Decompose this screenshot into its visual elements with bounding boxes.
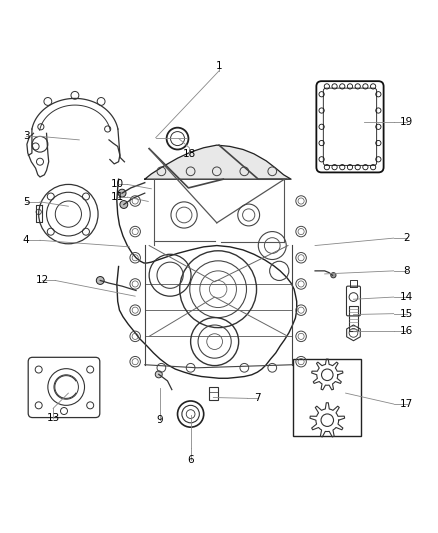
Text: 15: 15 xyxy=(400,309,413,319)
Text: 7: 7 xyxy=(254,393,261,403)
Text: 19: 19 xyxy=(400,117,413,126)
Text: 12: 12 xyxy=(35,276,49,286)
Circle shape xyxy=(96,277,104,285)
Circle shape xyxy=(118,189,126,197)
Text: 5: 5 xyxy=(23,197,29,207)
Circle shape xyxy=(331,272,336,278)
Text: 16: 16 xyxy=(400,326,413,336)
Text: 6: 6 xyxy=(187,455,194,465)
Circle shape xyxy=(120,200,128,208)
Text: 13: 13 xyxy=(46,414,60,423)
Text: 10: 10 xyxy=(111,180,124,189)
Bar xyxy=(209,387,218,400)
Text: 14: 14 xyxy=(400,292,413,302)
Bar xyxy=(349,306,358,330)
Text: 4: 4 xyxy=(23,235,29,245)
Text: 17: 17 xyxy=(400,399,413,409)
Text: 11: 11 xyxy=(111,192,124,202)
Text: 2: 2 xyxy=(403,233,410,243)
Polygon shape xyxy=(145,145,291,179)
Text: 3: 3 xyxy=(23,132,29,141)
Text: 8: 8 xyxy=(403,266,410,276)
Text: 18: 18 xyxy=(183,149,196,159)
Bar xyxy=(293,359,361,437)
Text: 9: 9 xyxy=(157,415,163,425)
Circle shape xyxy=(155,371,162,378)
Text: 1: 1 xyxy=(215,61,223,71)
